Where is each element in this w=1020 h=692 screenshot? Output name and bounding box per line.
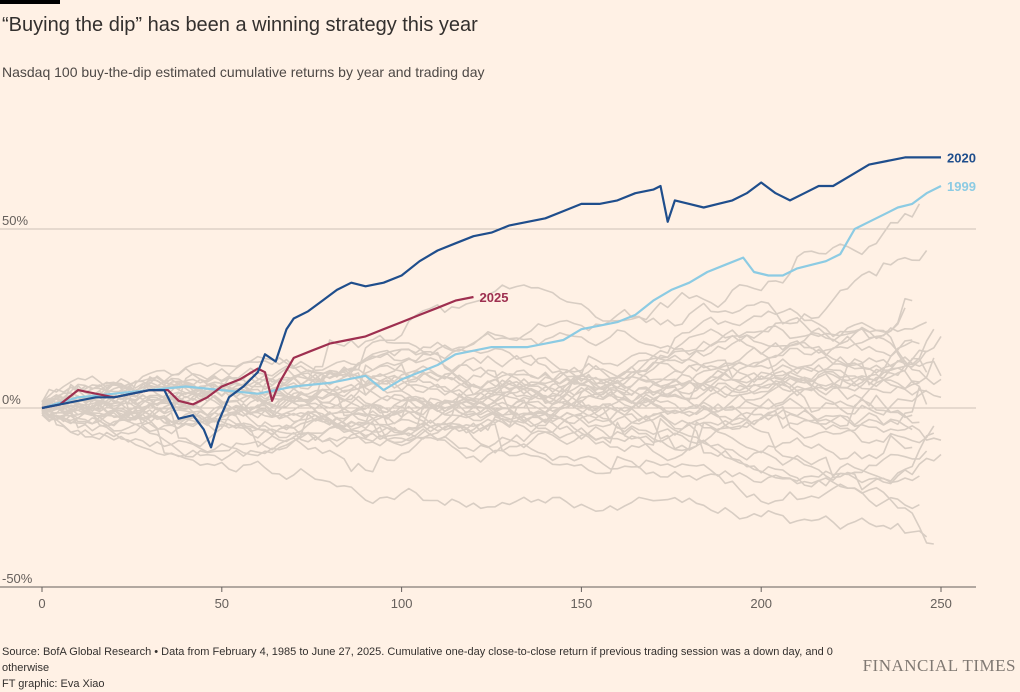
axes: 50% 0% -50% 0 50 100 150 200 250 xyxy=(0,213,976,611)
x-tick-label: 250 xyxy=(930,596,952,611)
background-series-line xyxy=(41,363,942,426)
series-line-2020 xyxy=(41,156,941,449)
y-tick-label: 0% xyxy=(2,392,21,407)
background-series-group xyxy=(41,203,942,545)
background-series-line xyxy=(41,398,913,451)
background-series-line xyxy=(41,405,928,538)
x-tick-label: 50 xyxy=(215,596,229,611)
background-series-line xyxy=(41,384,935,448)
series-label-2025: 2025 xyxy=(480,290,509,305)
background-series-line xyxy=(41,394,928,482)
series-line-1999 xyxy=(41,185,942,410)
background-series-line xyxy=(41,284,906,414)
background-series-line xyxy=(41,328,935,424)
series-label-2020: 2020 xyxy=(947,150,976,165)
x-tick-label: 150 xyxy=(571,596,593,611)
graphic-credit: FT graphic: Eva Xiao xyxy=(2,678,105,690)
background-series-line xyxy=(41,385,928,453)
y-tick-label: -50% xyxy=(2,571,33,586)
x-tick-label: 0 xyxy=(38,596,45,611)
ft-logo: FINANCIAL TIMES xyxy=(862,656,1016,675)
y-tick-label: 50% xyxy=(2,213,28,228)
ft-top-bar xyxy=(0,0,60,4)
x-tick-label: 200 xyxy=(750,596,772,611)
background-series-line xyxy=(41,203,921,415)
x-tick-label: 100 xyxy=(391,596,413,611)
footer: Source: BofA Global Research • Data from… xyxy=(2,644,862,692)
chart-title: “Buying the dip” has been a winning stra… xyxy=(2,14,478,36)
highlighted-series-group: 1999 2025 2020 xyxy=(41,150,976,449)
background-series-line xyxy=(41,395,920,510)
background-series-line xyxy=(41,400,934,545)
source-note: Source: BofA Global Research • Data from… xyxy=(2,646,833,674)
background-series-line xyxy=(41,307,906,426)
background-series-line xyxy=(41,339,913,434)
series-label-1999: 1999 xyxy=(947,179,976,194)
background-series-line xyxy=(41,348,942,485)
background-series-line xyxy=(41,370,913,428)
background-series-line xyxy=(41,373,913,462)
background-series-line xyxy=(41,357,935,416)
background-series-line xyxy=(41,386,928,473)
background-series-line xyxy=(41,321,927,437)
chart-subtitle: Nasdaq 100 buy-the-dip estimated cumulat… xyxy=(2,64,485,80)
